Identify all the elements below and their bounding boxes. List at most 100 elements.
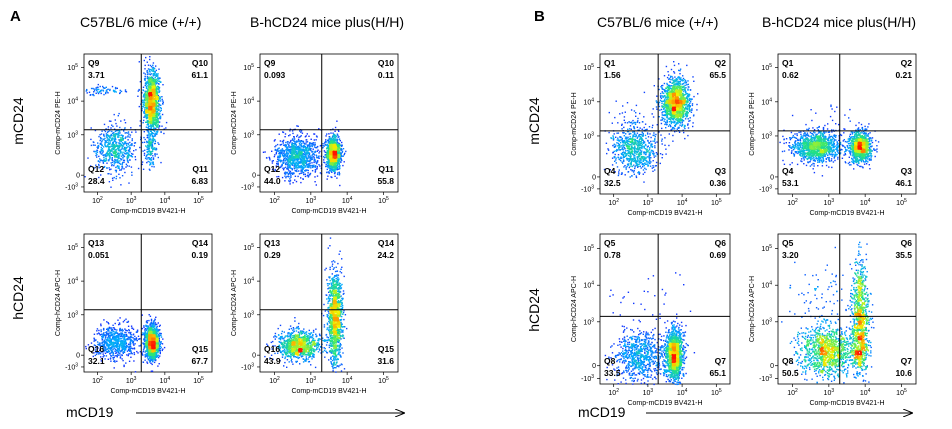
event-point: [295, 170, 297, 172]
event-point: [104, 143, 106, 146]
event-point: [119, 160, 121, 162]
event-point: [338, 167, 341, 170]
event-point: [339, 154, 341, 157]
event-point: [115, 141, 117, 143]
event-point: [153, 322, 155, 324]
event-point: [303, 149, 305, 151]
event-point: [158, 342, 160, 344]
event-point: [107, 139, 109, 141]
event-point: [153, 127, 155, 129]
event-point: [162, 84, 164, 86]
event-point: [152, 120, 155, 122]
event-point: [143, 111, 146, 113]
event-point: [102, 162, 105, 164]
event-point: [326, 133, 328, 135]
event-point: [158, 143, 160, 145]
event-point: [127, 143, 130, 146]
event-point: [119, 329, 121, 331]
event-point: [102, 85, 104, 88]
event-point: [156, 323, 158, 326]
event-point: [299, 130, 301, 132]
event-point: [157, 96, 159, 99]
event-point: [122, 145, 124, 148]
event-point: [119, 329, 122, 331]
event-point: [141, 100, 143, 102]
event-point: [104, 335, 106, 337]
event-point: [114, 348, 117, 350]
event-point: [160, 161, 162, 164]
event-point: [156, 92, 158, 94]
event-point: [284, 157, 287, 159]
event-point: [294, 151, 296, 153]
event-point: [126, 354, 128, 356]
event-point: [324, 162, 326, 164]
event-point: [150, 124, 152, 127]
event-point: [310, 138, 312, 140]
event-point: [333, 146, 335, 148]
event-point: [99, 91, 101, 93]
event-point: [335, 168, 337, 170]
event-point: [113, 90, 115, 92]
event-point: [151, 89, 153, 91]
event-point: [128, 182, 130, 184]
event-point: [158, 108, 160, 110]
event-point: [146, 155, 148, 157]
event-point: [111, 148, 113, 150]
event-point: [339, 144, 341, 147]
event-point: [110, 150, 112, 152]
event-point: [99, 142, 102, 145]
event-point: [104, 348, 106, 351]
event-point: [327, 160, 330, 163]
event-point: [316, 167, 318, 169]
event-point: [332, 152, 334, 155]
event-point: [339, 140, 341, 142]
event-point: [271, 150, 273, 152]
event-point: [122, 329, 124, 332]
event-point: [98, 165, 100, 167]
event-point: [331, 166, 333, 168]
event-point: [279, 144, 282, 146]
event-point: [333, 145, 336, 147]
event-point: [157, 112, 159, 114]
event-point: [104, 87, 106, 89]
event-point: [112, 358, 115, 360]
event-point: [106, 137, 108, 139]
event-point: [127, 136, 129, 138]
event-point: [94, 344, 97, 347]
event-point: [104, 130, 107, 133]
event-point: [310, 167, 312, 169]
event-point: [113, 164, 115, 167]
event-point: [157, 142, 159, 144]
event-point: [96, 341, 99, 343]
event-point: [155, 83, 157, 85]
event-point: [141, 353, 144, 355]
event-point: [153, 122, 155, 124]
event-point: [117, 115, 119, 117]
event-point: [144, 112, 146, 115]
event-point: [265, 157, 268, 159]
event-point: [125, 136, 127, 138]
event-point: [106, 162, 108, 164]
event-point: [117, 319, 119, 321]
event-point: [297, 175, 299, 178]
event-point: [316, 168, 318, 170]
event-point: [155, 103, 158, 105]
event-point: [144, 351, 146, 353]
event-point: [145, 121, 148, 123]
event-point: [151, 146, 153, 148]
event-point: [144, 107, 146, 109]
event-point: [109, 157, 111, 159]
event-point: [308, 153, 311, 155]
event-point: [159, 115, 162, 117]
event-point: [100, 92, 102, 95]
event-point: [143, 104, 145, 106]
event-point: [125, 153, 127, 155]
event-point: [150, 154, 152, 156]
event-point: [302, 149, 304, 151]
event-point: [154, 122, 157, 124]
event-point: [146, 151, 149, 153]
event-point: [326, 152, 329, 155]
event-point: [293, 163, 296, 166]
event-point: [155, 69, 157, 72]
event-point: [311, 156, 313, 158]
